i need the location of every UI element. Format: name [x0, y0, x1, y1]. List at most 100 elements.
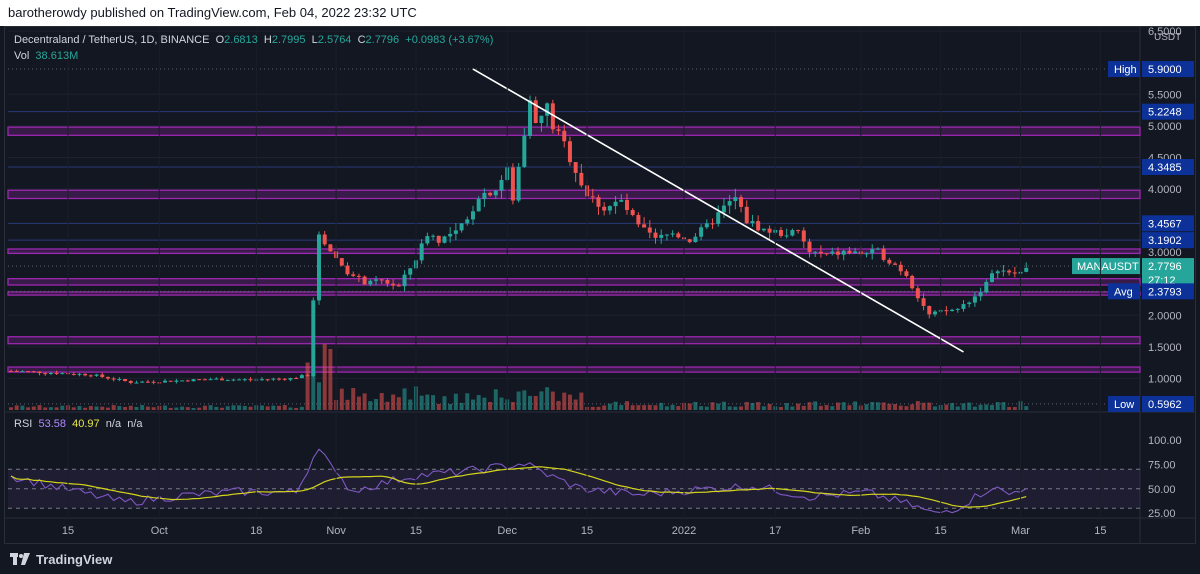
- volume-bar: [1012, 406, 1017, 410]
- volume-bar: [676, 405, 681, 410]
- rsi-legend: RSI 53.58 40.97 n/a n/a: [14, 418, 143, 430]
- candle-body: [556, 129, 561, 131]
- candle-body: [818, 251, 823, 254]
- candle-body: [174, 380, 179, 382]
- volume-bar: [368, 401, 373, 410]
- candle-body: [824, 253, 829, 255]
- volume-bar: [699, 406, 704, 410]
- candle-body: [710, 223, 715, 225]
- volume-bar: [567, 394, 572, 410]
- candle-body: [921, 298, 926, 306]
- candle-body: [699, 227, 704, 237]
- volume-bar: [191, 407, 196, 410]
- volume-bar: [105, 407, 110, 410]
- volume-bar: [436, 403, 441, 410]
- volume-bar: [431, 395, 436, 410]
- volume-bar: [847, 405, 852, 410]
- symbol-tag: [1072, 258, 1140, 275]
- volume-bar: [151, 407, 156, 410]
- published-text: barotherowdy published on TradingView.co…: [8, 5, 417, 20]
- price-tick-label: 1.0000: [1148, 373, 1182, 385]
- candle-body: [978, 292, 983, 297]
- volume-bar: [510, 402, 515, 410]
- volume-bar: [299, 406, 304, 410]
- price-axis-unit: USDT: [1154, 32, 1181, 43]
- volume-bar: [642, 405, 647, 410]
- candle-body: [442, 236, 447, 243]
- volume-bar: [659, 402, 664, 410]
- level-name-label: High: [1114, 64, 1137, 76]
- candle-body: [265, 379, 270, 381]
- candle-body: [123, 379, 128, 382]
- candle-body: [801, 230, 806, 242]
- candle-body: [813, 251, 818, 253]
- candle-body: [510, 167, 515, 201]
- candle-body: [539, 115, 544, 124]
- candle-body: [721, 205, 726, 213]
- volume-bar: [784, 403, 789, 410]
- volume-bar: [311, 373, 316, 410]
- volume-bar: [231, 405, 236, 410]
- volume-bar: [767, 403, 772, 410]
- volume-bar: [482, 397, 487, 410]
- candle-body: [630, 210, 635, 215]
- volume-bar: [259, 405, 264, 410]
- candle-body: [351, 274, 356, 276]
- price-level-value: 0.5962: [1148, 399, 1182, 411]
- candle-body: [220, 378, 225, 381]
- price-tick-label: 1.5000: [1148, 342, 1182, 354]
- candle-body: [277, 378, 282, 380]
- candle-body: [271, 378, 276, 380]
- volume-bar: [265, 406, 270, 410]
- volume-bar: [915, 401, 920, 410]
- volume-bar: [379, 393, 384, 410]
- candle-body: [944, 310, 949, 312]
- volume-bar: [294, 407, 299, 410]
- volume-bar: [636, 405, 641, 410]
- candle-body: [664, 234, 669, 236]
- volume-bar: [579, 392, 584, 410]
- volume-bar: [967, 402, 972, 410]
- volume-bar: [185, 407, 190, 410]
- volume-bar: [790, 406, 795, 410]
- price-legend: Decentraland / TetherUS, 1D, BINANCE O2.…: [14, 32, 493, 64]
- symbol-name[interactable]: Decentraland / TetherUS, 1D, BINANCE: [14, 34, 210, 46]
- open-value: 2.6813: [224, 34, 258, 46]
- volume-bar: [739, 406, 744, 410]
- tradingview-logo[interactable]: TradingView: [10, 551, 112, 567]
- candle-body: [453, 230, 458, 234]
- candle-body: [345, 265, 350, 275]
- rsi-label: RSI: [14, 418, 33, 430]
- volume-bar: [528, 395, 533, 410]
- volume-bar: [836, 402, 841, 410]
- candle-body: [522, 135, 527, 167]
- low-label: L: [311, 34, 318, 46]
- candle-body: [619, 200, 624, 202]
- candle-body: [9, 370, 13, 372]
- candle-body: [396, 285, 401, 287]
- volume-bar: [83, 407, 88, 410]
- volume-bar: [214, 406, 219, 410]
- candle-body: [990, 273, 995, 282]
- candle-body: [237, 379, 242, 381]
- rsi-tick-label: 75.00: [1148, 459, 1176, 471]
- candle-body: [20, 371, 25, 373]
- candle-body: [836, 251, 841, 255]
- candle-body: [185, 380, 190, 382]
- candle-body: [887, 259, 892, 264]
- support-resistance-zone: [7, 291, 1141, 296]
- volume-bar: [1001, 402, 1006, 410]
- candle-body: [145, 381, 150, 383]
- candle-body: [436, 235, 441, 243]
- level-name-tag: [1108, 283, 1140, 300]
- candle-body: [693, 236, 698, 243]
- candle-body: [727, 201, 732, 206]
- current-price-value: 2.7796: [1148, 261, 1182, 273]
- candle-body: [339, 258, 344, 266]
- candle-body: [1024, 267, 1029, 272]
- candle-body: [733, 197, 738, 202]
- candle-body: [893, 263, 898, 265]
- candle-body: [647, 227, 652, 233]
- candle-body: [744, 206, 749, 224]
